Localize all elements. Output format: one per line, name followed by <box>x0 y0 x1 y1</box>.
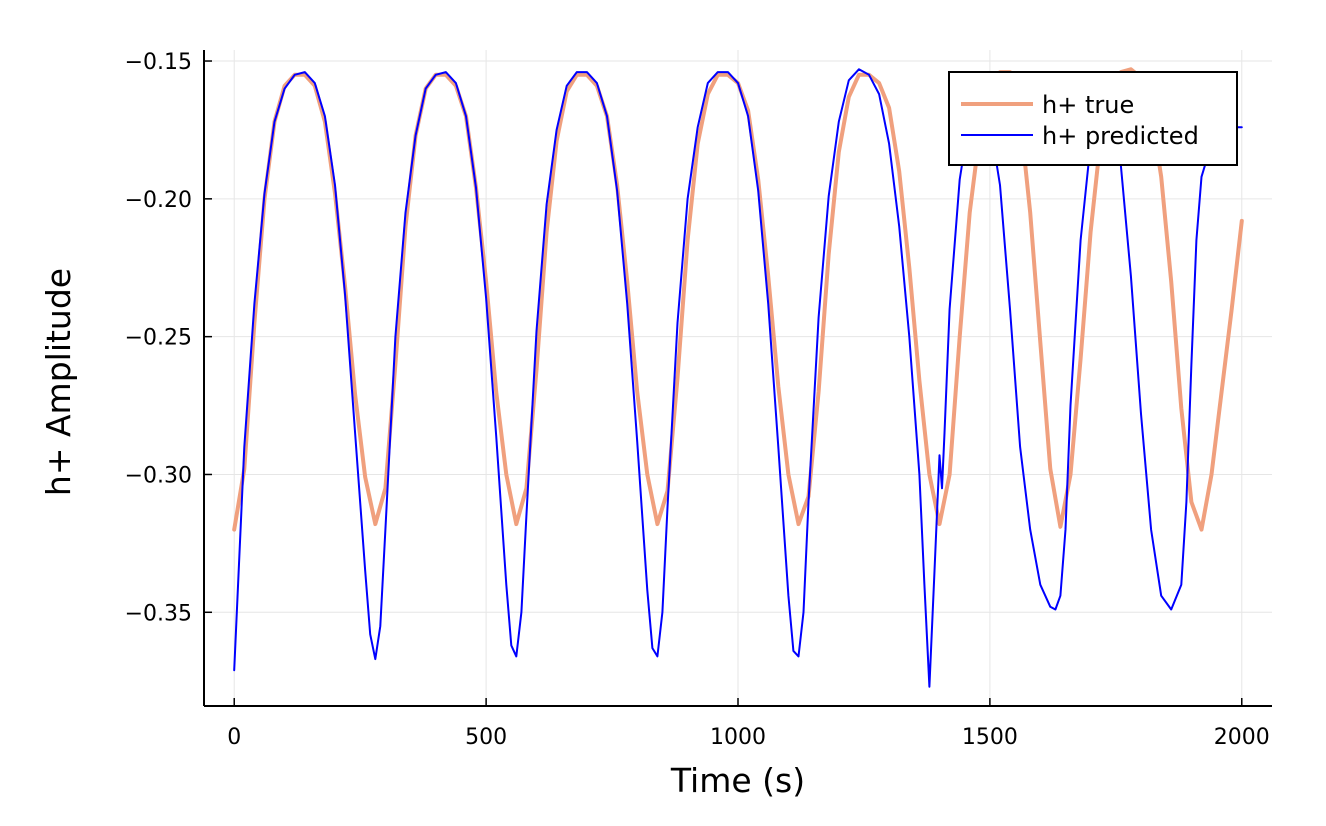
y-tick-label: −0.30 <box>125 463 192 488</box>
series-line-predicted <box>233 68 1243 688</box>
legend-label-true: h+ true <box>1042 91 1134 119</box>
x-tick-label: 2000 <box>1214 725 1270 750</box>
y-tick-label: −0.15 <box>125 50 192 75</box>
legend-box <box>948 71 1238 166</box>
legend-label-predicted: h+ predicted <box>1042 122 1199 150</box>
x-axis-label: Time (s) <box>670 761 805 800</box>
y-tick-label: −0.25 <box>125 326 192 351</box>
y-tick-label: −0.20 <box>125 188 192 213</box>
y-tick-label: −0.35 <box>125 601 192 626</box>
x-tick-labels: 0 500 1000 1500 2000 <box>227 725 1270 750</box>
x-tick-label: 1000 <box>710 725 766 750</box>
y-tick-labels: −0.35 −0.30 −0.25 −0.20 −0.15 <box>125 50 192 626</box>
axes <box>203 50 1272 707</box>
series-lines <box>232 67 1244 688</box>
x-tick-label: 500 <box>465 725 507 750</box>
y-axis-label: h+ Amplitude <box>39 268 78 496</box>
legend: h+ true h+ predicted <box>948 71 1238 166</box>
x-tick-label: 1500 <box>962 725 1018 750</box>
x-tick-label: 0 <box>227 725 241 750</box>
